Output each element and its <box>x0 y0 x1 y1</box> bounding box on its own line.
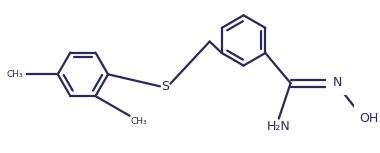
Text: S: S <box>161 80 169 93</box>
Text: OH: OH <box>359 112 378 125</box>
Text: CH₃: CH₃ <box>6 70 23 79</box>
Text: CH₃: CH₃ <box>131 117 147 126</box>
Text: H₂N: H₂N <box>267 120 291 133</box>
Text: N: N <box>332 76 342 89</box>
